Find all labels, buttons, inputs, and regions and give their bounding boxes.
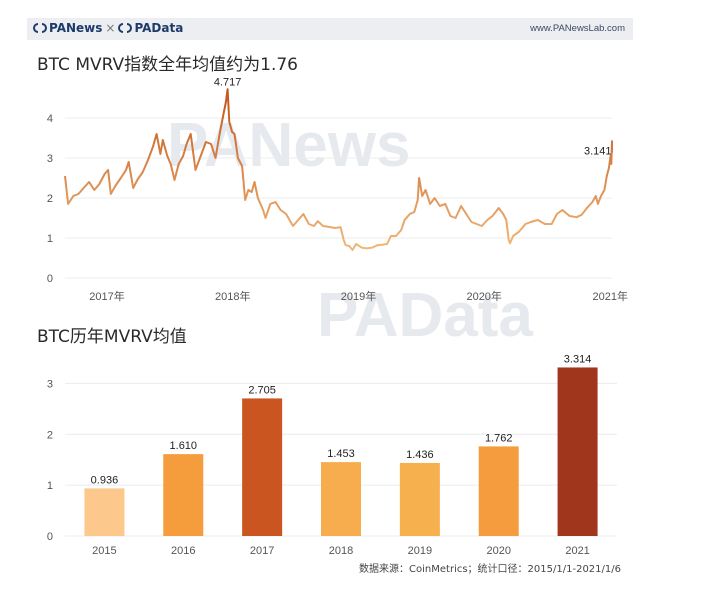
infographic-card: PANews × PAData www.PANewsLab.com PANews P… — [27, 18, 633, 583]
bar-2017 — [242, 398, 283, 536]
y-tick-label: 2 — [47, 429, 53, 441]
line-chart-title: BTC MVRV指数全年均值约为1.76 — [37, 55, 298, 75]
x-tick-label: 2021年 — [593, 289, 628, 303]
bar-value-label: 2.705 — [248, 384, 276, 396]
brand-logo: PANews × PAData — [33, 21, 183, 35]
x-tick-label: 2016 — [171, 545, 195, 557]
y-tick-label: 4 — [47, 113, 53, 125]
brand-separator: × — [105, 21, 116, 35]
bar-2020 — [478, 446, 519, 536]
x-tick-label: 2018年 — [215, 289, 250, 303]
site-url: www.PANewsLab.com — [530, 23, 625, 34]
bar-2019 — [399, 462, 440, 536]
bar-2021 — [557, 367, 598, 536]
x-tick-label: 2015 — [92, 545, 116, 557]
y-tick-label: 0 — [47, 273, 53, 285]
brand-right: PAData — [134, 21, 184, 35]
x-tick-label: 2018 — [329, 545, 353, 557]
bar-chart-title: BTC历年MVRV均值 — [37, 327, 187, 347]
annotation-label: 4.717 — [214, 78, 242, 88]
bar-2016 — [163, 454, 204, 536]
bar-value-label: 0.936 — [91, 474, 119, 486]
bar-2015 — [84, 488, 125, 536]
bar-value-label: 3.314 — [564, 353, 592, 365]
bar-value-label: 1.436 — [406, 449, 434, 461]
y-tick-label: 1 — [47, 480, 53, 492]
x-tick-label: 2021 — [565, 545, 589, 557]
y-tick-label: 1 — [47, 233, 53, 245]
panews-logo-icon — [33, 23, 47, 33]
watermark-padata: PAData — [317, 281, 533, 350]
annotation-label: 3.141 — [584, 145, 612, 157]
bar-2018 — [321, 462, 361, 536]
mvrv-line-chart: 0 1 2 3 4 2017年 2018年 2019年 2020年 2021年 4.717 3.141 — [47, 78, 628, 303]
padata-logo-icon — [118, 23, 133, 33]
brand-left: PANews — [49, 21, 103, 35]
watermark-panews: PANews — [167, 111, 411, 180]
x-tick-label: 2020 — [486, 545, 510, 557]
bar-value-label: 1.610 — [170, 440, 198, 452]
y-tick-label: 2 — [47, 193, 53, 205]
x-tick-label: 2017 — [250, 545, 274, 557]
x-tick-label: 2017年 — [89, 289, 124, 303]
x-tick-label: 2019 — [408, 545, 432, 557]
bar-value-label: 1.762 — [485, 432, 513, 444]
x-tick-label: 2019年 — [341, 289, 376, 303]
mvrv-series-line — [64, 88, 613, 251]
y-tick-label: 3 — [47, 378, 53, 390]
x-tick-label: 2020年 — [466, 289, 501, 303]
y-tick-label: 3 — [47, 153, 53, 165]
y-tick-label: 0 — [47, 531, 53, 543]
bar-value-label: 1.453 — [327, 448, 355, 460]
source-note: 数据来源：CoinMetrics；统计口径：2015/1/1-2021/1/6 — [359, 564, 621, 575]
mvrv-bar-chart: 0 1 2 3 0.936 2015 1.610 2016 2.705 2017 1.453 2018… — [47, 353, 617, 557]
header-bar: PANews × PAData www.PANewsLab.com — [27, 18, 633, 40]
